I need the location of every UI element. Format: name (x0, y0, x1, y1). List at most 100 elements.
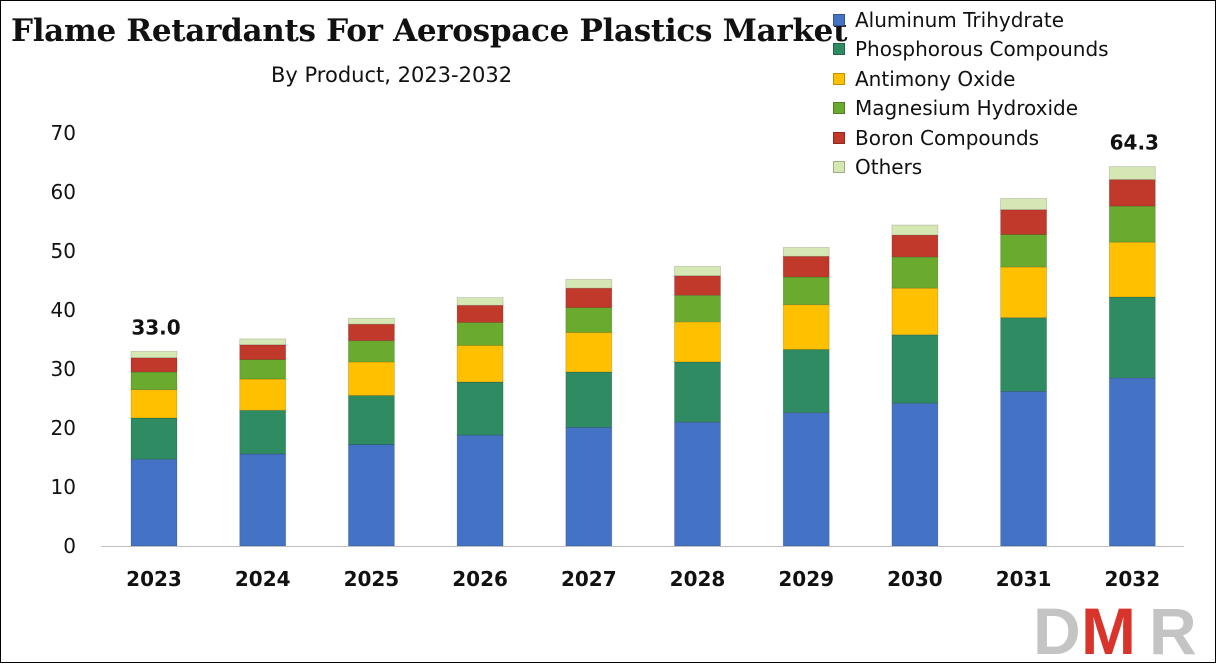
bar-segment (1108, 296, 1156, 379)
bar-segment (130, 357, 178, 373)
x-tick-label: 2031 (996, 567, 1052, 591)
bar-segment (1000, 209, 1047, 235)
legend-item: Aluminum Trihydrate (833, 5, 1109, 35)
bar-segment (239, 378, 287, 411)
bar-segment (1000, 266, 1047, 319)
bar-segment (565, 332, 613, 373)
bar-segment (891, 287, 939, 336)
data-label: 33.0 (131, 315, 180, 339)
bar-segment (239, 453, 287, 547)
bar-segment (239, 344, 287, 360)
y-tick-label: 10 (51, 475, 76, 499)
chart-legend: Aluminum Trihydrate Phosphorous Compounds… (833, 5, 1109, 182)
legend-label: Phosphorous Compounds (855, 37, 1109, 62)
legend-swatch (833, 131, 845, 144)
bar-segment (347, 317, 395, 325)
legend-item: Boron Compounds (833, 123, 1109, 153)
bar-segment (782, 412, 830, 547)
bar-segment (891, 224, 939, 236)
bar-segment (347, 395, 395, 445)
legend-label: Boron Compounds (855, 125, 1040, 150)
bar-segment (782, 276, 830, 306)
x-tick-label: 2030 (887, 567, 943, 591)
x-tick-label: 2025 (344, 567, 400, 591)
bar-segment (239, 359, 287, 380)
bar-segment (674, 294, 721, 323)
y-tick-label: 30 (51, 357, 76, 381)
bar-segment (347, 323, 395, 342)
legend-item: Magnesium Hydroxide (833, 94, 1109, 124)
bar-segment (891, 402, 939, 547)
bar-segment (456, 434, 504, 547)
bar-segment (1108, 377, 1156, 547)
bar-segment (674, 275, 721, 296)
legend-label: Others (855, 155, 923, 180)
bar-segment (565, 287, 613, 309)
svg-text:M: M (1081, 597, 1132, 659)
svg-text:R: R (1149, 597, 1197, 659)
bar-segment (456, 381, 504, 436)
dmr-logo: D M R (1033, 597, 1197, 659)
bar-segment (456, 304, 504, 323)
legend-swatch (833, 161, 845, 174)
bar-segment (130, 350, 178, 359)
x-tick-label: 2026 (452, 567, 508, 591)
y-tick-label: 20 (51, 416, 76, 440)
bar-segment (891, 334, 939, 404)
legend-item: Antimony Oxide (833, 64, 1109, 94)
x-tick-label: 2027 (561, 567, 617, 591)
chart-subtitle: By Product, 2023-2032 (271, 63, 513, 87)
bar-segment (347, 340, 395, 363)
legend-swatch (833, 43, 845, 56)
bar-segment (565, 371, 613, 428)
bar-segment (1000, 198, 1047, 211)
bar-segment (1108, 241, 1156, 298)
bar-segment (565, 427, 613, 547)
bar-segment (674, 321, 721, 363)
bar-segment (1000, 317, 1047, 392)
bar-segment (891, 234, 939, 258)
bar-segment (456, 321, 504, 346)
bar-segment (1000, 234, 1047, 268)
bar-segment (1108, 205, 1156, 243)
y-tick-label: 50 (51, 239, 76, 263)
bar-segment (674, 361, 721, 423)
bar-segment (565, 278, 613, 289)
legend-swatch (833, 13, 845, 26)
bar-segment (347, 444, 395, 547)
chart-title: Flame Retardants For Aerospace Plastics … (11, 13, 848, 49)
bar-segment (456, 344, 504, 383)
bar-segment (1108, 179, 1156, 207)
bar-segment (456, 297, 504, 306)
y-tick-label: 0 (63, 534, 76, 558)
bar-segment (1000, 391, 1047, 547)
bar-segment (782, 349, 830, 414)
bar-segment (1108, 166, 1156, 181)
legend-item: Phosphorous Compounds (833, 35, 1109, 65)
y-tick-label: 40 (51, 298, 76, 322)
legend-label: Magnesium Hydroxide (855, 96, 1079, 121)
bar-segment (239, 409, 287, 455)
bar-segment (130, 371, 178, 391)
x-tick-label: 2032 (1104, 567, 1160, 591)
svg-text:D: D (1033, 597, 1078, 659)
y-tick-label: 70 (51, 121, 76, 145)
x-tick-label: 2029 (778, 567, 834, 591)
bar-segment (565, 307, 613, 333)
y-tick-label: 60 (51, 180, 76, 204)
legend-label: Antimony Oxide (855, 66, 1016, 91)
bar-segment (239, 338, 287, 346)
bar-segment (130, 458, 178, 547)
data-label: 64.3 (1110, 131, 1159, 155)
bar-segment (130, 389, 178, 419)
legend-label: Aluminum Trihydrate (855, 7, 1065, 32)
x-tick-label: 2028 (670, 567, 726, 591)
bar-segment (347, 361, 395, 396)
bar-segment (130, 417, 178, 460)
bar-segment (782, 255, 830, 278)
bar-segment (891, 256, 939, 289)
bar-segment (674, 421, 721, 547)
x-tick-label: 2023 (126, 567, 182, 591)
